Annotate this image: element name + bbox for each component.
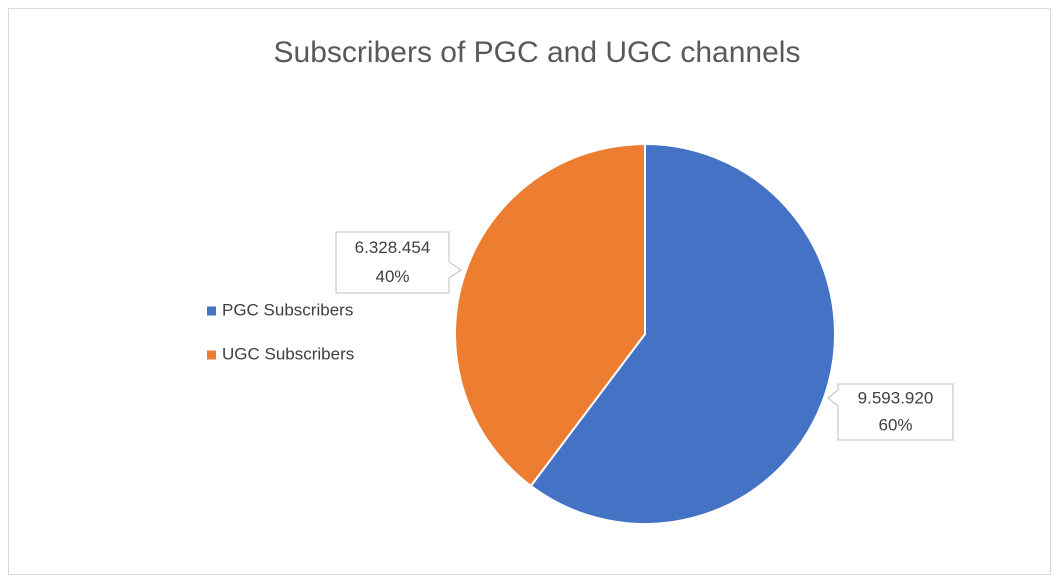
pie-slice	[454, 142, 646, 488]
legend-label: PGC Subscribers	[222, 300, 353, 319]
data-label-percent: 40%	[375, 267, 409, 286]
legend-swatch	[207, 306, 216, 316]
legend-label: UGC Subscribers	[222, 344, 354, 363]
data-label-box	[335, 231, 462, 294]
data-label-percent: 60%	[878, 415, 912, 434]
legend-swatch	[207, 350, 216, 360]
data-label-box	[827, 383, 954, 441]
chart-title: Subscribers of PGC and UGC channels	[274, 36, 801, 69]
data-label: 6.328.454	[355, 238, 431, 257]
data-label: 9.593.920	[858, 389, 934, 408]
pie-slice	[529, 142, 836, 525]
